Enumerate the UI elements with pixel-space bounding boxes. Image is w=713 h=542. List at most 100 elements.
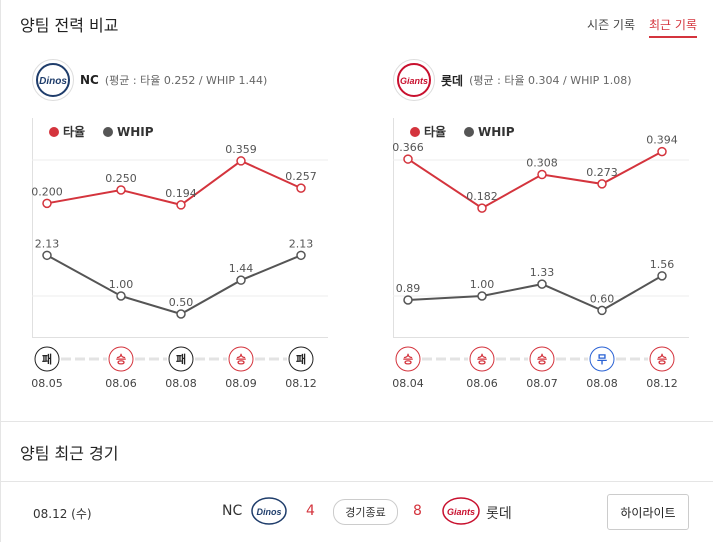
lotte-legend-whip-marker: [464, 127, 474, 137]
recent-game-row: 08.12 (수) NC Dinos 4 경기종료 8 Giants 롯데 하이…: [0, 482, 713, 542]
nc-whip-point: [296, 250, 306, 261]
nc-team-name: NC: [80, 73, 99, 87]
lotte-date-label: 08.04: [393, 377, 424, 390]
section-title-recent-games: 양팀 최근 경기: [20, 444, 119, 463]
lotte-avg-point: [403, 154, 413, 164]
lotte-whip-point: [477, 291, 487, 301]
nc-result-label: 승: [116, 353, 126, 366]
nc-logo-text: Dinos: [39, 76, 67, 87]
nc-date-label: 08.12: [285, 377, 317, 390]
nc-legend-whip-label: WHIP: [117, 125, 154, 139]
lotte-whip-data-label: 1.56: [650, 258, 675, 271]
lotte-result-label: 승: [657, 353, 667, 366]
nc-whip-data-label: 1.00: [109, 278, 134, 291]
nc-result-badge: [108, 346, 134, 372]
lotte-avg-data-label: 0.394: [646, 134, 678, 147]
lotte-result-label: 승: [537, 353, 547, 366]
game-date: 08.12 (수): [33, 507, 92, 521]
lotte-avg-data-label: 0.366: [393, 141, 424, 154]
nc-result-badge: [168, 346, 194, 372]
lotte-line-chart: 타율 WHIP 0.366 0.182 0.308 0.273 0.394 0.89 1.00 1…: [393, 118, 689, 390]
nc-result-badge: [228, 346, 254, 372]
tab-recent-record[interactable]: 최근 기록: [649, 16, 697, 38]
left-border: [0, 0, 1, 542]
lotte-avg-data-label: 0.182: [466, 190, 498, 203]
nc-whip-point: [236, 275, 246, 285]
away-team-logo: Giants: [441, 495, 481, 527]
lotte-whip-point: [657, 271, 667, 281]
nc-avg-data-label: 0.359: [225, 143, 257, 156]
lotte-result-badge: [395, 346, 421, 372]
record-tabs: 시즌 기록 최근 기록: [587, 16, 697, 38]
nc-whip-point: [116, 291, 126, 301]
away-logo-text: Giants: [447, 507, 475, 517]
lotte-whip-line: [407, 274, 663, 312]
lotte-result-badge: [589, 346, 615, 372]
home-team-name: NC: [222, 503, 243, 519]
lotte-result-label: 승: [477, 353, 487, 366]
lotte-avg-point: [477, 203, 487, 213]
nc-whip-data-label: 2.13: [35, 237, 60, 250]
nc-date-label: 08.08: [165, 377, 197, 390]
lotte-date-label: 08.12: [646, 377, 678, 390]
lotte-avg-point: [597, 179, 607, 189]
lotte-date-label: 08.08: [586, 377, 618, 390]
section-title-comparison: 양팀 전력 비교: [20, 16, 119, 35]
nc-legend-avg-label: 타율: [63, 124, 85, 139]
lotte-result-badge: [649, 346, 675, 372]
lotte-whip-data-label: 1.33: [530, 266, 555, 279]
nc-average-stats: (평균 : 타율 0.252 / WHIP 1.44): [104, 74, 268, 87]
lotte-whip-point: [537, 279, 547, 289]
lotte-whip-point: [403, 295, 413, 305]
recent-header-divider: [0, 481, 713, 482]
nc-avg-data-label: 0.250: [105, 172, 137, 185]
lotte-avg-data-label: 0.273: [586, 166, 618, 179]
lotte-average-stats: (평균 : 타율 0.304 / WHIP 1.08): [469, 74, 632, 87]
lotte-whip-data-label: 0.89: [396, 282, 421, 295]
away-team-score: 8: [413, 503, 422, 519]
nc-result-badge: [288, 346, 314, 372]
nc-avg-point: [116, 185, 126, 195]
nc-result-badge: [34, 346, 60, 372]
nc-avg-point: [42, 198, 52, 209]
lotte-legend-avg-marker: [410, 127, 420, 137]
game-status-badge: 경기종료: [333, 499, 398, 525]
nc-whip-data-label: 0.50: [169, 296, 194, 309]
nc-date-label: 08.09: [225, 377, 257, 390]
lotte-date-label: 08.07: [526, 377, 558, 390]
lotte-header: Giants 롯데 (평균 : 타율 0.304 / WHIP 1.08): [393, 59, 632, 101]
nc-avg-data-label: 0.200: [32, 185, 63, 198]
nc-avg-point: [176, 200, 186, 210]
nc-avg-point: [296, 183, 306, 193]
nc-legend-whip-marker: [103, 127, 113, 137]
nc-line-chart: 타율 WHIP 0.200 0.250 0.194 0.359 0.257 2.13 1.00 0…: [32, 118, 328, 390]
lotte-whip-data-label: 1.00: [470, 278, 495, 291]
home-logo-text: Dinos: [256, 507, 281, 517]
lotte-team-name: 롯데: [441, 73, 464, 88]
section-divider: [0, 421, 713, 422]
home-team-logo: Dinos: [251, 495, 287, 527]
lotte-result-label: 무: [597, 353, 607, 366]
home-team-score: 4: [306, 503, 315, 519]
lotte-avg-point: [657, 146, 667, 157]
lotte-date-label: 08.06: [466, 377, 498, 390]
nc-whip-point: [176, 309, 186, 319]
lotte-logo: Giants: [393, 59, 435, 101]
lotte-whip-data-label: 0.60: [590, 292, 615, 305]
tab-season-record[interactable]: 시즌 기록: [587, 18, 636, 32]
nc-avg-data-label: 0.257: [285, 170, 317, 183]
nc-whip-data-label: 1.44: [229, 262, 254, 275]
lotte-result-label: 승: [403, 353, 413, 366]
nc-whip-point: [42, 250, 52, 261]
nc-result-label: 패: [42, 352, 52, 366]
nc-result-label: 승: [236, 353, 246, 366]
away-team-name: 롯데: [486, 506, 512, 522]
nc-header: Dinos NC (평균 : 타율 0.252 / WHIP 1.44): [32, 59, 267, 101]
nc-avg-point: [236, 156, 246, 166]
lotte-avg-data-label: 0.308: [526, 157, 558, 170]
highlight-button[interactable]: 하이라이트: [607, 494, 689, 530]
lotte-result-badge: [529, 346, 555, 372]
nc-avg-data-label: 0.194: [165, 187, 197, 200]
nc-date-label: 08.06: [105, 377, 137, 390]
